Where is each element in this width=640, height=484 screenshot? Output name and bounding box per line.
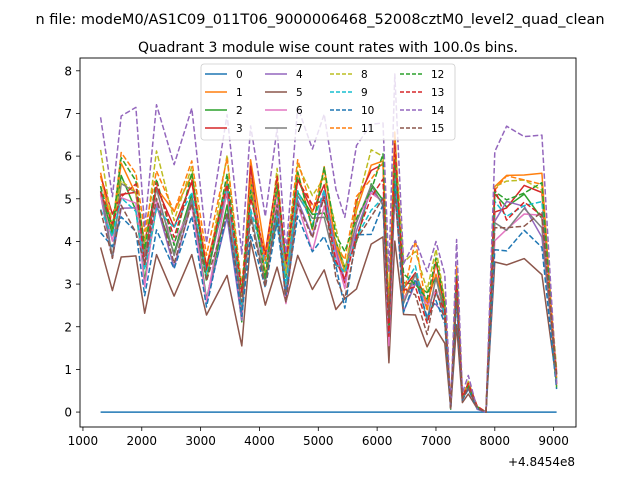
legend-label-1: 1 xyxy=(236,87,243,99)
x-tick-label: 7000 xyxy=(421,434,452,448)
x-tick-label: 6000 xyxy=(362,434,393,448)
chart-title: Quadrant 3 module wise count rates with … xyxy=(138,40,518,56)
series-line-13 xyxy=(99,143,558,413)
x-tick-label: 8000 xyxy=(480,434,511,448)
legend-label-10: 10 xyxy=(361,105,374,117)
y-tick-label: 3 xyxy=(64,278,72,292)
y-tick-label: 4 xyxy=(64,235,72,249)
series-line-5 xyxy=(99,236,558,413)
legend-label-3: 3 xyxy=(236,123,243,135)
legend-label-5: 5 xyxy=(296,87,303,99)
x-tick-label: 5000 xyxy=(303,434,334,448)
y-tick-label: 7 xyxy=(64,107,72,121)
series-line-15 xyxy=(99,193,558,413)
x-offset-label: +4.8454e8 xyxy=(508,455,575,469)
legend-label-14: 14 xyxy=(431,105,445,117)
x-tick-label: 4000 xyxy=(244,434,275,448)
legend-label-2: 2 xyxy=(236,105,243,117)
x-tick-label: 1000 xyxy=(68,434,99,448)
legend-label-15: 15 xyxy=(431,123,444,135)
legend-label-13: 13 xyxy=(431,87,444,99)
legend-label-8: 8 xyxy=(361,69,368,81)
figure-suptitle: n file: modeM0/AS1C09_011T06_9000006468_… xyxy=(35,12,604,28)
x-tick-label: 3000 xyxy=(185,434,216,448)
series-line-14 xyxy=(99,73,558,413)
y-tick-label: 6 xyxy=(64,150,72,164)
x-tick-label: 2000 xyxy=(127,434,158,448)
plot-frame xyxy=(79,57,577,428)
legend-label-4: 4 xyxy=(296,69,303,81)
series-line-12 xyxy=(99,153,558,413)
legend-label-12: 12 xyxy=(431,69,444,81)
y-tick-label: 0 xyxy=(64,406,72,420)
y-tick-label: 2 xyxy=(64,320,72,334)
legend-label-9: 9 xyxy=(361,87,368,99)
x-tick-label: 9000 xyxy=(538,434,569,448)
legend-box xyxy=(200,63,456,141)
legend-label-0: 0 xyxy=(236,69,243,81)
y-tick-label: 5 xyxy=(64,192,72,206)
y-tick-label: 8 xyxy=(64,64,72,78)
y-tick-label: 1 xyxy=(64,363,72,377)
legend-label-11: 11 xyxy=(361,123,374,135)
legend-label-7: 7 xyxy=(296,123,303,135)
legend-label-6: 6 xyxy=(296,105,303,117)
